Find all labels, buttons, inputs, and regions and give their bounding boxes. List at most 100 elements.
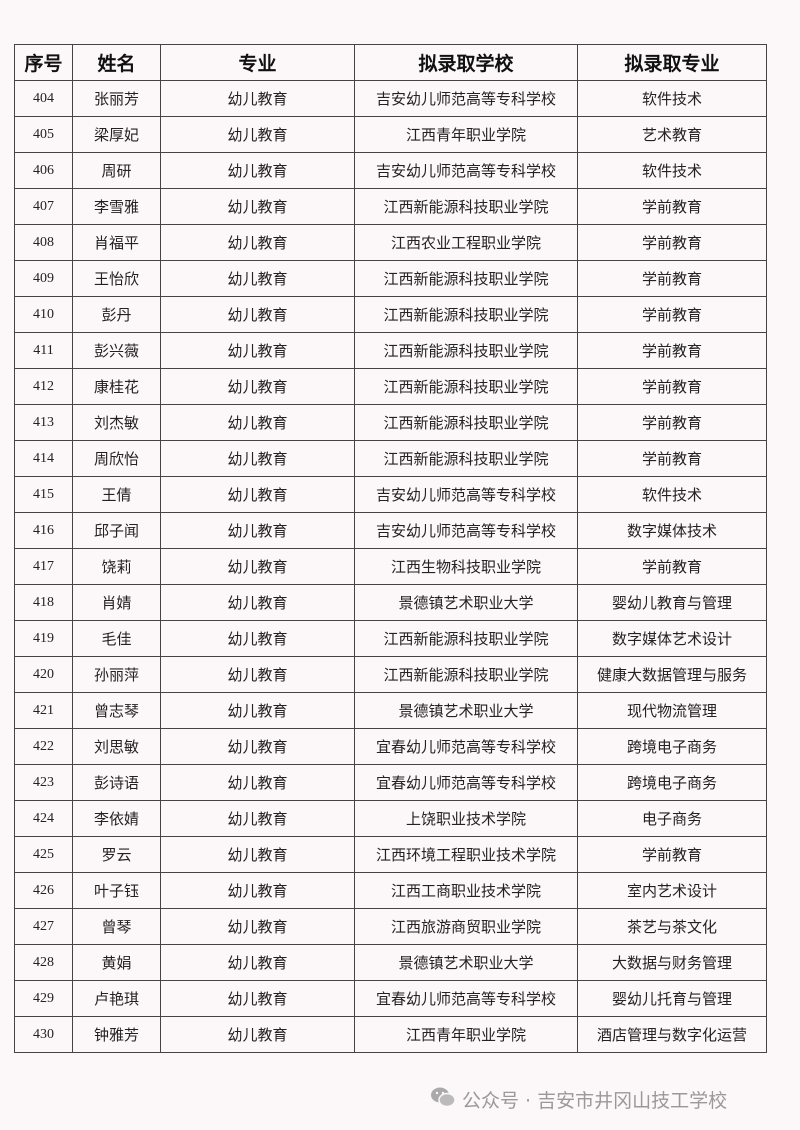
serial-cell: 425 (14, 836, 73, 873)
school-cell: 江西新能源科技职业学院 (354, 260, 578, 297)
serial-cell: 412 (14, 368, 73, 405)
table-row: 413 刘杰敏 幼儿教育 江西新能源科技职业学院 学前教育 (14, 404, 767, 441)
school-cell: 江西工商职业技术学院 (354, 872, 578, 909)
serial-cell: 420 (14, 656, 73, 693)
major-cell: 幼儿教育 (160, 764, 355, 801)
name-cell: 孙丽萍 (72, 656, 161, 693)
serial-cell: 406 (14, 152, 73, 189)
table-row: 412 康桂花 幼儿教育 江西新能源科技职业学院 学前教育 (14, 368, 767, 405)
school-cell: 江西新能源科技职业学院 (354, 332, 578, 369)
major-cell: 幼儿教育 (160, 152, 355, 189)
school-cell: 江西新能源科技职业学院 (354, 296, 578, 333)
serial-cell: 417 (14, 548, 73, 585)
admitted-major-cell: 软件技术 (577, 80, 767, 117)
school-cell: 吉安幼儿师范高等专科学校 (354, 80, 578, 117)
name-cell: 梁厚妃 (72, 116, 161, 153)
serial-cell: 416 (14, 512, 73, 549)
table-row: 411 彭兴薇 幼儿教育 江西新能源科技职业学院 学前教育 (14, 332, 767, 369)
name-cell: 卢艳琪 (72, 980, 161, 1017)
major-cell: 幼儿教育 (160, 260, 355, 297)
school-cell: 吉安幼儿师范高等专科学校 (354, 512, 578, 549)
table-row: 415 王倩 幼儿教育 吉安幼儿师范高等专科学校 软件技术 (14, 476, 767, 513)
major-cell: 幼儿教育 (160, 116, 355, 153)
table-row: 414 周欣怡 幼儿教育 江西新能源科技职业学院 学前教育 (14, 440, 767, 477)
school-cell: 江西新能源科技职业学院 (354, 368, 578, 405)
name-cell: 毛佳 (72, 620, 161, 657)
table-row: 421 曾志琴 幼儿教育 景德镇艺术职业大学 现代物流管理 (14, 692, 767, 729)
name-cell: 邱子闻 (72, 512, 161, 549)
serial-cell: 407 (14, 188, 73, 225)
name-cell: 刘杰敏 (72, 404, 161, 441)
table-row: 404 张丽芳 幼儿教育 吉安幼儿师范高等专科学校 软件技术 (14, 80, 767, 117)
name-cell: 钟雅芳 (72, 1016, 161, 1053)
table-row: 423 彭诗语 幼儿教育 宜春幼儿师范高等专科学校 跨境电子商务 (14, 764, 767, 801)
admitted-major-cell: 软件技术 (577, 476, 767, 513)
serial-cell: 429 (14, 980, 73, 1017)
serial-cell: 428 (14, 944, 73, 981)
name-cell: 肖婧 (72, 584, 161, 621)
school-cell: 宜春幼儿师范高等专科学校 (354, 728, 578, 765)
admitted-major-cell: 学前教育 (577, 296, 767, 333)
admitted-major-cell: 学前教育 (577, 332, 767, 369)
column-header: 姓名 (72, 44, 161, 81)
admitted-major-cell: 电子商务 (577, 800, 767, 837)
name-cell: 彭丹 (72, 296, 161, 333)
school-cell: 江西青年职业学院 (354, 116, 578, 153)
school-cell: 上饶职业技术学院 (354, 800, 578, 837)
admitted-major-cell: 软件技术 (577, 152, 767, 189)
serial-cell: 424 (14, 800, 73, 837)
serial-cell: 409 (14, 260, 73, 297)
name-cell: 康桂花 (72, 368, 161, 405)
major-cell: 幼儿教育 (160, 476, 355, 513)
major-cell: 幼儿教育 (160, 296, 355, 333)
admitted-major-cell: 茶艺与茶文化 (577, 908, 767, 945)
school-cell: 景德镇艺术职业大学 (354, 944, 578, 981)
column-header: 序号 (14, 44, 73, 81)
major-cell: 幼儿教育 (160, 224, 355, 261)
major-cell: 幼儿教育 (160, 440, 355, 477)
column-header: 拟录取学校 (354, 44, 578, 81)
table-row: 406 周研 幼儿教育 吉安幼儿师范高等专科学校 软件技术 (14, 152, 767, 189)
school-cell: 江西新能源科技职业学院 (354, 440, 578, 477)
table-row: 407 李雪雅 幼儿教育 江西新能源科技职业学院 学前教育 (14, 188, 767, 225)
serial-cell: 405 (14, 116, 73, 153)
major-cell: 幼儿教育 (160, 692, 355, 729)
school-cell: 江西生物科技职业学院 (354, 548, 578, 585)
serial-cell: 423 (14, 764, 73, 801)
major-cell: 幼儿教育 (160, 188, 355, 225)
table-row: 424 李依婧 幼儿教育 上饶职业技术学院 电子商务 (14, 800, 767, 837)
major-cell: 幼儿教育 (160, 404, 355, 441)
name-cell: 黄娟 (72, 944, 161, 981)
major-cell: 幼儿教育 (160, 656, 355, 693)
major-cell: 幼儿教育 (160, 800, 355, 837)
major-cell: 幼儿教育 (160, 584, 355, 621)
name-cell: 罗云 (72, 836, 161, 873)
header-row: 序号 姓名 专业 拟录取学校 拟录取专业 (14, 44, 767, 81)
name-cell: 李雪雅 (72, 188, 161, 225)
major-cell: 幼儿教育 (160, 836, 355, 873)
admitted-major-cell: 婴幼儿教育与管理 (577, 584, 767, 621)
school-cell: 江西新能源科技职业学院 (354, 188, 578, 225)
major-cell: 幼儿教育 (160, 548, 355, 585)
name-cell: 王倩 (72, 476, 161, 513)
major-cell: 幼儿教育 (160, 80, 355, 117)
table-row: 420 孙丽萍 幼儿教育 江西新能源科技职业学院 健康大数据管理与服务 (14, 656, 767, 693)
admitted-major-cell: 健康大数据管理与服务 (577, 656, 767, 693)
serial-cell: 413 (14, 404, 73, 441)
admitted-major-cell: 学前教育 (577, 404, 767, 441)
major-cell: 幼儿教育 (160, 980, 355, 1017)
serial-cell: 418 (14, 584, 73, 621)
school-cell: 江西环境工程职业技术学院 (354, 836, 578, 873)
table-row: 410 彭丹 幼儿教育 江西新能源科技职业学院 学前教育 (14, 296, 767, 333)
table-row: 422 刘思敏 幼儿教育 宜春幼儿师范高等专科学校 跨境电子商务 (14, 728, 767, 765)
column-header: 专业 (160, 44, 355, 81)
school-cell: 江西新能源科技职业学院 (354, 404, 578, 441)
admitted-major-cell: 艺术教育 (577, 116, 767, 153)
name-cell: 张丽芳 (72, 80, 161, 117)
serial-cell: 422 (14, 728, 73, 765)
school-cell: 景德镇艺术职业大学 (354, 692, 578, 729)
table-row: 429 卢艳琪 幼儿教育 宜春幼儿师范高等专科学校 婴幼儿托育与管理 (14, 980, 767, 1017)
admitted-major-cell: 学前教育 (577, 260, 767, 297)
name-cell: 刘思敏 (72, 728, 161, 765)
serial-cell: 411 (14, 332, 73, 369)
